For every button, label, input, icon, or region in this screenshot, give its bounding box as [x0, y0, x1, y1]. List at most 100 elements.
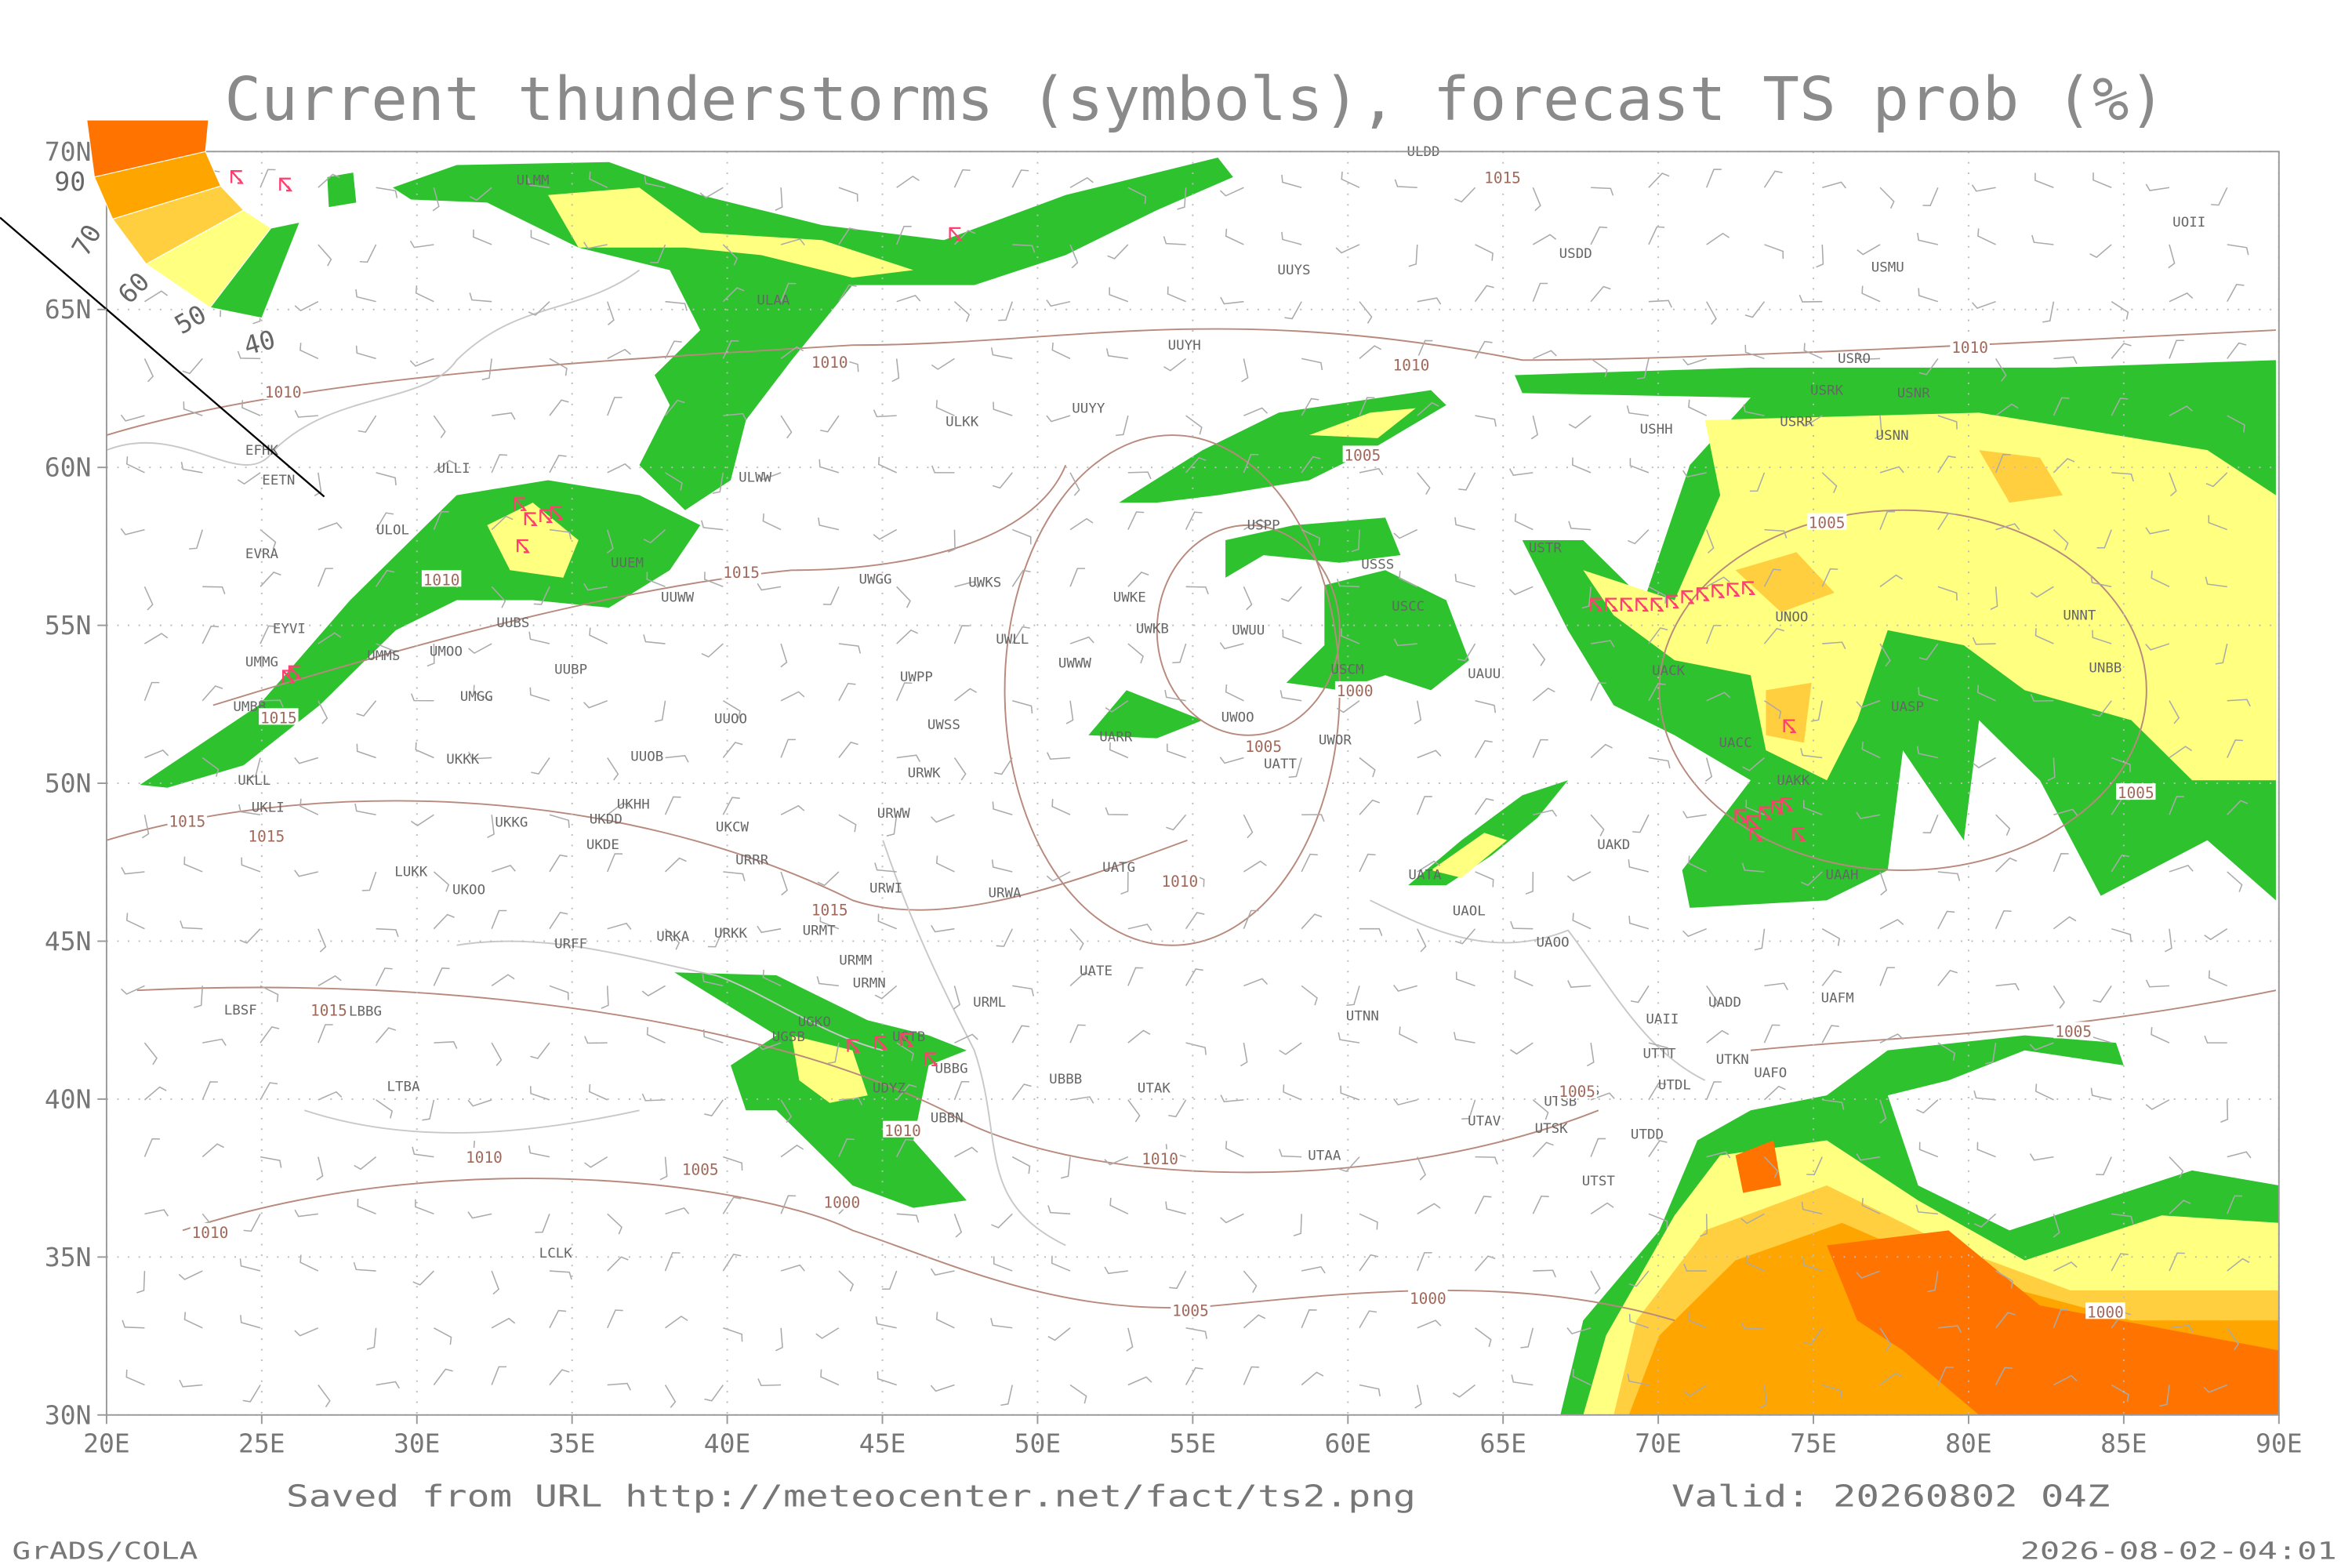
wind-barb — [2227, 1258, 2250, 1272]
wind-barb — [467, 1099, 492, 1107]
wind-barb — [882, 1270, 898, 1290]
wind-barb — [2227, 1327, 2239, 1351]
wind-barb — [549, 1309, 567, 1329]
wind-barb — [1225, 228, 1244, 245]
wind-barb — [1283, 1084, 1302, 1101]
lat-tick-label: 40N — [45, 1085, 92, 1115]
wind-barb — [375, 569, 395, 587]
thunderstorm-symbol — [230, 170, 244, 184]
lon-tick-label: 30E — [394, 1429, 441, 1459]
wind-barb — [1417, 1156, 1426, 1181]
wind-barb — [1166, 743, 1186, 759]
wind-barb — [1705, 1081, 1722, 1101]
wind-barb — [1590, 814, 1605, 837]
wind-barb — [1861, 1197, 1881, 1215]
wind-barb — [2169, 865, 2194, 873]
wind-barb — [1414, 1385, 1422, 1409]
wind-barb — [665, 472, 683, 491]
wind-barb — [1683, 1384, 1708, 1397]
wind-barb — [584, 1156, 608, 1168]
wind-barb — [361, 871, 377, 891]
wind-barb — [410, 693, 434, 702]
wind-barb — [1185, 415, 1203, 435]
wind-barb — [1798, 415, 1823, 427]
isobar-label-bg — [246, 826, 287, 844]
wind-barb — [1803, 343, 1823, 360]
station-label: UKCW — [716, 819, 750, 835]
wind-barb — [318, 632, 342, 644]
wind-barb — [294, 1209, 318, 1218]
wind-barb — [1995, 857, 2017, 873]
wind-barb — [1821, 928, 1841, 946]
wind-barb — [1927, 1270, 1939, 1293]
wind-barb — [1705, 169, 1722, 188]
wind-barb — [433, 913, 455, 930]
wind-barb — [1461, 1099, 1476, 1120]
wind-barb — [2053, 458, 2075, 474]
wind-barb — [820, 415, 840, 433]
wind-barb — [1581, 586, 1592, 609]
wind-barb — [491, 586, 506, 608]
wind-barb — [935, 855, 955, 873]
wind-barb — [1069, 1024, 1086, 1044]
wind-barb — [931, 358, 955, 370]
wind-barb — [886, 815, 898, 837]
station-label: UDYZ — [873, 1080, 906, 1096]
wind-barb — [376, 472, 397, 486]
wind-barb — [1879, 1327, 1892, 1351]
wind-barb — [1630, 985, 1650, 1004]
isobar-label-bg — [1950, 337, 1990, 354]
wind-barb — [1243, 407, 1269, 416]
wind-barb — [1393, 985, 1417, 992]
station-label: UBBN — [931, 1111, 964, 1127]
wind-barb — [1243, 860, 1267, 873]
wind-barb — [1648, 1082, 1667, 1101]
wind-barb — [815, 1327, 840, 1339]
wind-barb — [1241, 358, 1249, 383]
wind-barb — [356, 743, 376, 759]
wind-barb — [1511, 1374, 1534, 1386]
wind-barb — [1591, 187, 1614, 196]
wind-barb — [1417, 860, 1441, 873]
wind-barb — [294, 1327, 319, 1337]
wind-barb — [1971, 300, 1996, 310]
wind-barb — [2053, 1214, 2060, 1238]
wind-barb — [318, 244, 332, 267]
wind-barb — [583, 700, 608, 709]
station-label: URMT — [803, 923, 837, 938]
wind-barb — [1240, 1043, 1248, 1067]
lat-tick-label: 70N — [45, 137, 92, 167]
wind-barb — [780, 282, 797, 302]
station-label: UWWW — [1058, 656, 1092, 672]
wind-barb — [1821, 568, 1838, 587]
thunderstorm-symbol — [1780, 797, 1794, 811]
wind-barb — [816, 976, 839, 987]
wind-barb — [1051, 1255, 1071, 1272]
wind-barb — [1047, 1327, 1071, 1341]
wind-barb — [1822, 641, 1846, 650]
thunderstorm-symbol — [1792, 827, 1806, 841]
wind-barb — [838, 1097, 863, 1105]
wind-barb — [1337, 700, 1360, 713]
isobar-label: 1005 — [1172, 1302, 1209, 1320]
lon-tick-label: 55E — [1170, 1429, 1217, 1459]
station-label: UKDE — [586, 837, 619, 853]
wind-barb — [607, 853, 622, 873]
wind-barb — [1338, 1032, 1360, 1044]
wind-barb — [2047, 757, 2056, 782]
wind-barb — [1937, 586, 1958, 601]
wind-barb — [1879, 1372, 1903, 1386]
wind-barb — [838, 682, 856, 702]
wind-barb — [1705, 529, 1715, 554]
wind-barb — [242, 1385, 261, 1403]
wind-barb — [1452, 1384, 1476, 1398]
isobar — [1658, 509, 2147, 872]
wind-barb — [641, 1093, 666, 1102]
wind-barb — [990, 1317, 1013, 1329]
wind-barb — [757, 1378, 782, 1387]
wind-barb — [2029, 1042, 2054, 1051]
thunderstorm-symbol — [1711, 584, 1726, 598]
wind-barb — [143, 586, 154, 611]
wind-barb — [2215, 643, 2228, 665]
wind-barb — [646, 572, 666, 588]
